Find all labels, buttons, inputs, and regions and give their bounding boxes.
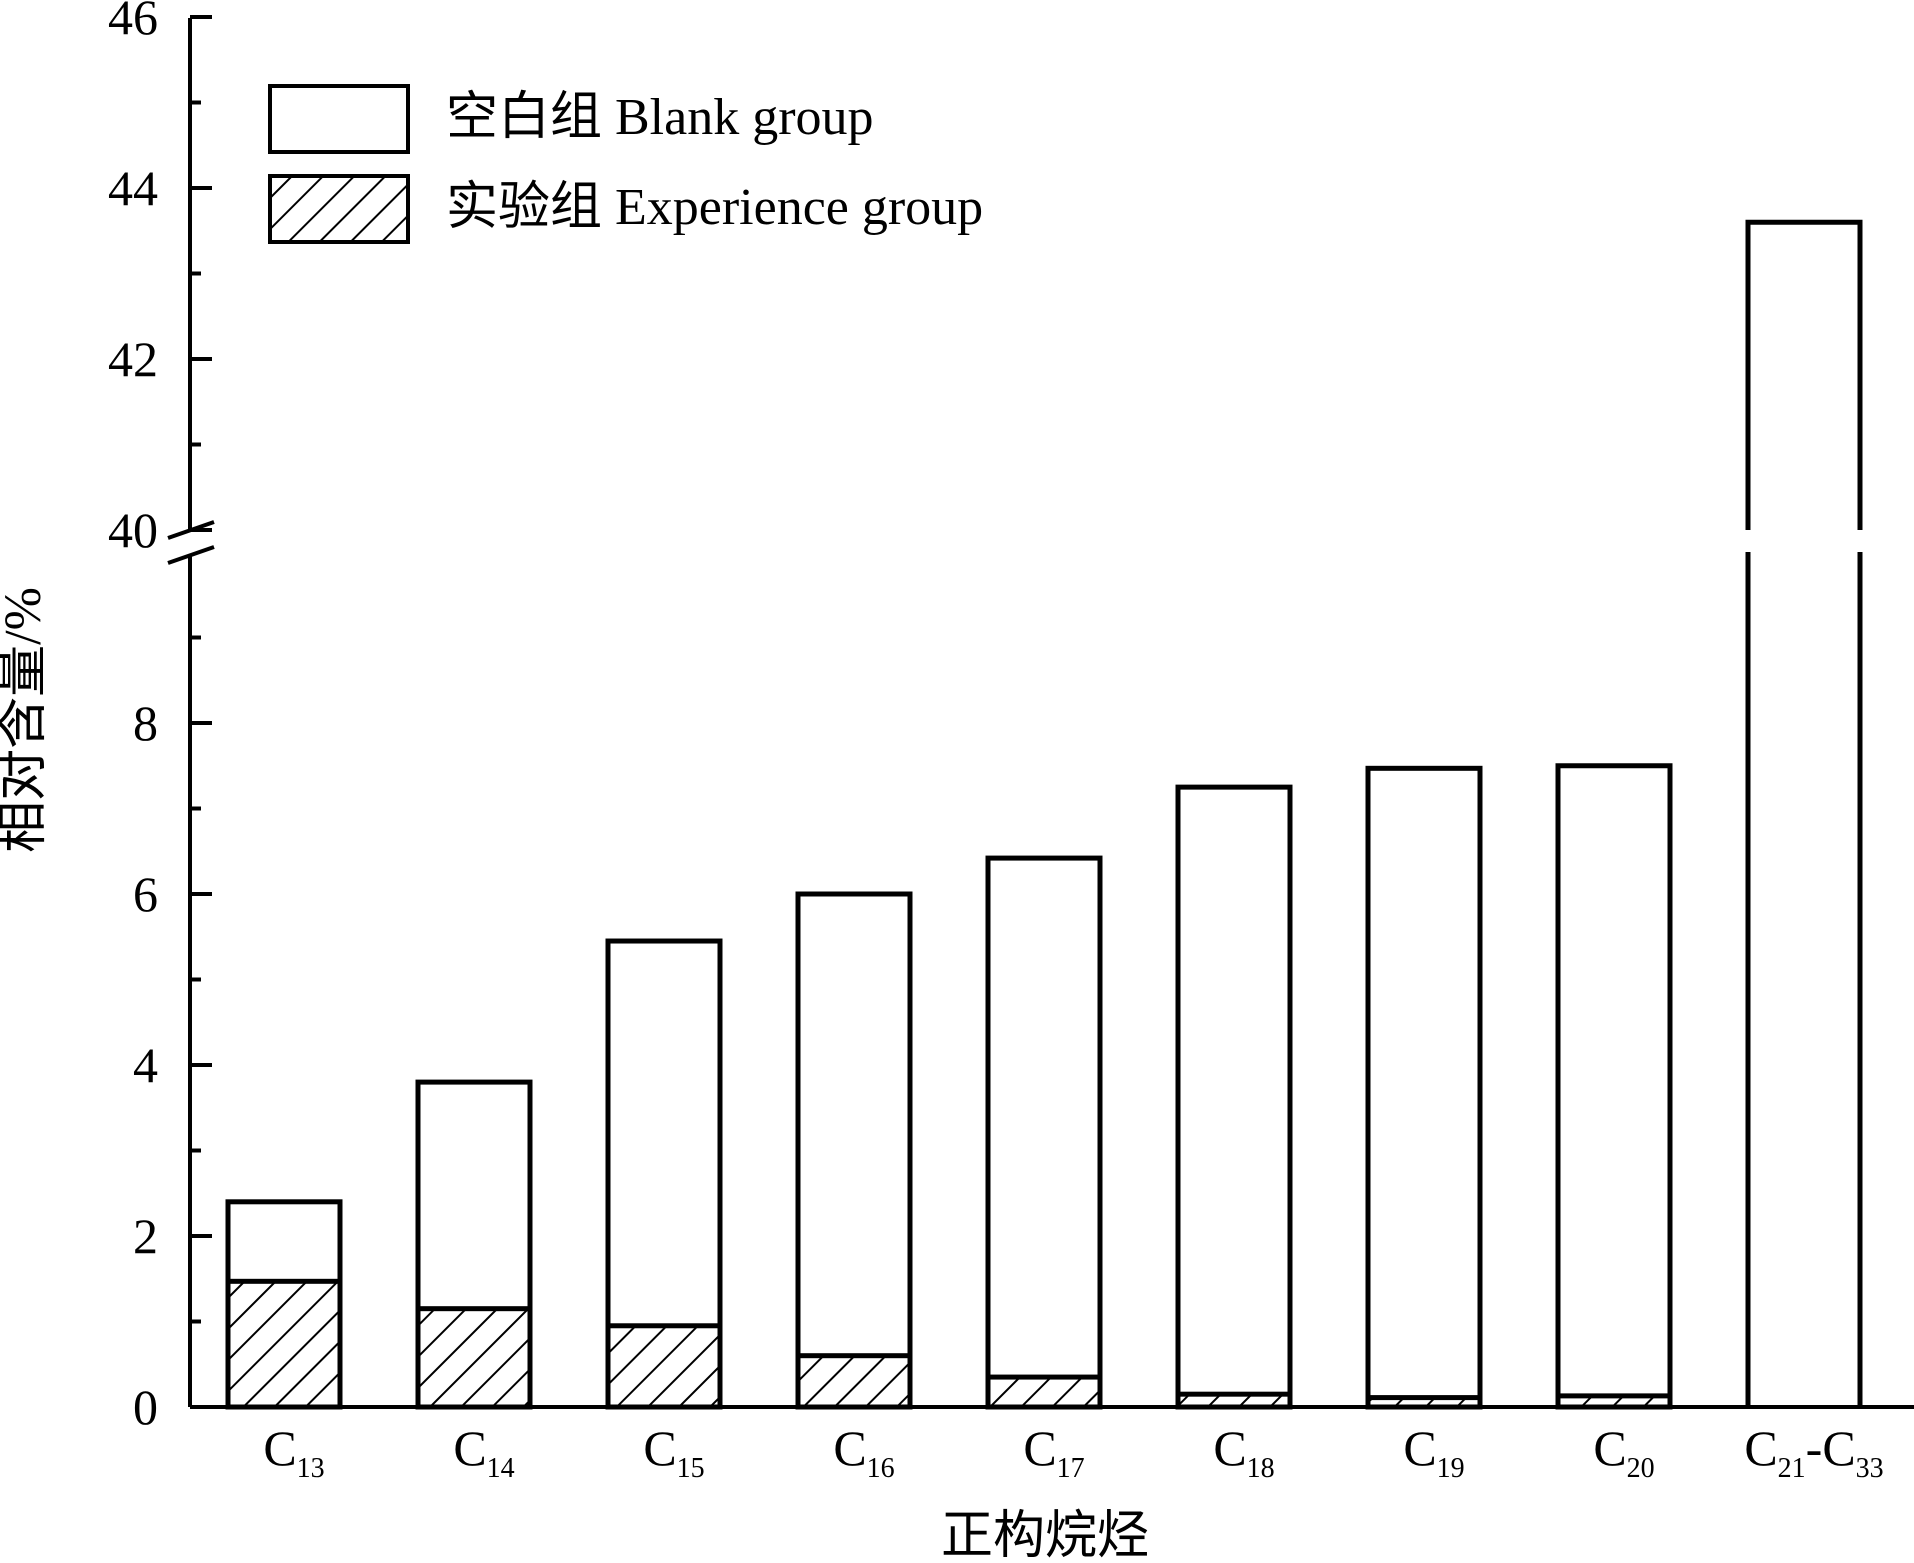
bar-blank-lower bbox=[1745, 552, 1863, 1407]
x-tick-label: C15 bbox=[643, 1420, 704, 1484]
x-tick-label: C16 bbox=[833, 1420, 894, 1484]
x-tick-label: C13 bbox=[263, 1420, 324, 1484]
bar-experience bbox=[985, 1374, 1103, 1410]
x-tick-label: C21-C33 bbox=[1744, 1420, 1883, 1484]
bar-blank bbox=[985, 855, 1103, 1410]
bar-blank bbox=[1555, 763, 1673, 1410]
x-tick-label: C18 bbox=[1213, 1420, 1274, 1484]
legend: 空白组 Blank group 实验组 Experience group bbox=[268, 84, 983, 244]
bar-experience bbox=[415, 1306, 533, 1410]
legend-swatch-blank bbox=[268, 84, 410, 154]
y-tick-label: 44 bbox=[108, 160, 158, 216]
y-tick-label: 6 bbox=[133, 866, 158, 922]
legend-label-blank: 空白组 Blank group bbox=[446, 89, 874, 146]
y-tick-label: 42 bbox=[108, 331, 158, 387]
bar-experience bbox=[1175, 1391, 1293, 1410]
bar-blank bbox=[1175, 784, 1293, 1410]
x-tick-label: C17 bbox=[1023, 1420, 1084, 1484]
bar-experience bbox=[605, 1323, 723, 1410]
bar-experience bbox=[1555, 1393, 1673, 1410]
x-tick-label: C14 bbox=[453, 1420, 514, 1484]
x-tick-label: C19 bbox=[1403, 1420, 1464, 1484]
axis-break-mark bbox=[167, 545, 215, 565]
bar-experience bbox=[225, 1278, 343, 1410]
bar-blank bbox=[1745, 219, 1863, 530]
bar-blank bbox=[795, 891, 913, 1410]
bars bbox=[225, 219, 1863, 1410]
bar-experience bbox=[1365, 1395, 1483, 1410]
legend-swatch-experience bbox=[268, 174, 410, 244]
y-tick-label: 46 bbox=[108, 0, 158, 45]
x-tick-label: C20 bbox=[1593, 1420, 1654, 1484]
legend-label-experience: 实验组 Experience group bbox=[446, 179, 983, 236]
y-tick-label: 2 bbox=[133, 1208, 158, 1264]
y-tick-label: 4 bbox=[133, 1037, 158, 1093]
y-tick-label: 0 bbox=[133, 1379, 158, 1435]
x-tick-labels: C13 C14 C15 C16 C17 C18 C19 C20 C21-C33 bbox=[263, 1420, 1883, 1484]
y-tick-label: 8 bbox=[133, 695, 158, 751]
bar-experience bbox=[795, 1353, 913, 1410]
x-axis-title: 正构烷烃 bbox=[941, 1508, 1149, 1563]
y-tick-label: 40 bbox=[108, 502, 158, 558]
bar-blank bbox=[1365, 765, 1483, 1410]
y-axis-title: 相对含量/% bbox=[0, 587, 52, 853]
